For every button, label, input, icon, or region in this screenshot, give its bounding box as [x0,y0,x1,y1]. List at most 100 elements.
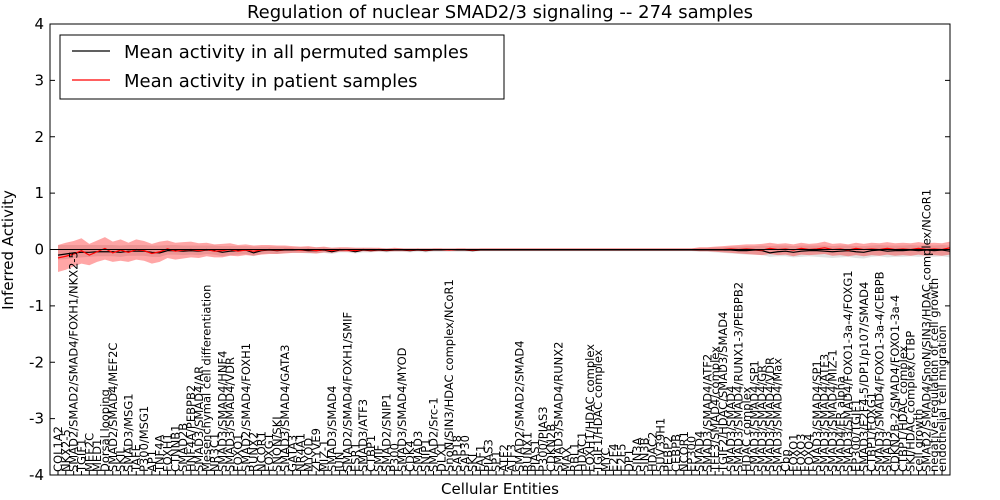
x-tick-label: SMAD3/SMAD4/GR [755,365,769,472]
x-tick-label: ZFYVE9 [309,428,323,472]
x-tick-label: DP1 [622,449,636,472]
x-tick-label: SMAD3/SMAD4/VDR [223,357,237,472]
x-tick-label: CDKN2B [544,424,558,472]
legend-label-patient: Mean activity in patient samples [124,71,418,92]
x-tick-label: SNON/SKI [270,416,284,472]
x-tick-label: SKIL [114,447,128,472]
x-tick-label: RUNX2 [247,432,261,472]
y-tick-label: -1 [29,297,44,315]
x-tick-label: SMAD2/SNIP1 [380,393,394,472]
x-tick-label: SMAD3/MSG1 [121,393,135,472]
x-tick-label: FOXO1 [231,434,245,472]
x-tick-label: SMAD3/SMAD4/GATA3 [278,345,292,472]
x-tick-label: FOXO1 [786,434,800,472]
x-axis-label: Cellular Entities [441,480,559,498]
x-tick-label: cell growth [912,409,926,472]
legend: Mean activity in all permuted samples Me… [59,34,505,100]
x-tick-label: SMAD3/SMAD4 [325,386,339,472]
x-tick-label: P300/PIAS3 [536,406,550,472]
x-tick-label: SMAD3 [411,431,425,472]
x-tick-label: SMAD3/SMAD4/RUNX1-3/PEBPB2 [732,282,746,472]
x-tick-label: TGIF1/HDAC complex [591,349,605,473]
y-tick-label: -3 [29,410,44,428]
x-tick-label: MAX [560,446,574,472]
x-tick-label: Mesenchymal cell differentiation [200,285,214,472]
x-tick-label: SMAD4/ER alpha [833,376,847,472]
x-tick-label: FOXO3 [794,434,808,472]
x-tick-label: SMAD3/SMAD4/MIZ-1 [825,349,839,472]
category-label-layer: COL1A2NKX2-5SMAD2/SMAD2/SMAD4/FOXH1/NKX2… [51,189,949,473]
x-tick-label: NCOR1 [254,431,268,472]
x-tick-label: SUV39H1 [653,418,667,472]
x-tick-label: E2F5 [614,443,628,472]
x-tick-label: SMAD2/Src-1 [427,397,441,472]
x-tick-label: PIAS1 [528,439,542,472]
x-tick-label: JUN [333,452,347,473]
y-tick-label: -4 [29,466,44,484]
x-tick-label: TFE3/SMAD4/complex [708,346,722,473]
y-tick-label: 3 [34,71,44,89]
x-tick-label: SAP18 [450,435,464,472]
x-tick-label: FOXH1/HDAC complex [583,344,597,472]
x-tick-label: SMAD2/SMAD4/FOXH1 [239,343,253,472]
x-tick-label: SMAD3/SMAD4/VDR [763,357,777,472]
x-tick-label: SMAD3/SMAD4/AR [192,366,206,472]
x-tick-label: P300 [387,443,401,472]
x-tick-label: Cbp [779,449,793,472]
chart-title: Regulation of nuclear SMAD2/3 signaling … [247,2,753,23]
x-tick-label: ATF2 [497,444,511,472]
x-tick-label: TAFE [129,444,143,473]
x-tick-label: FAF1 [473,445,487,472]
x-tick-label: SMIF [372,445,386,472]
x-tick-label: MIZ-1 [317,440,331,472]
x-tick-label: RBL1 [567,442,581,472]
x-tick-label: SMAD3/SMAD4/FOXO1-3a-4/FOXG1 [841,270,855,472]
x-tick-label: SnoN/SIN3/HDAC complex/NCoR1 [442,279,456,472]
x-tick-label: PEBP2 [661,436,675,472]
x-tick-label: NKX2-5 [59,429,73,472]
x-tick-label: CTBP1/FOXG1 [865,392,879,472]
x-tick-label: EP300 [685,436,699,472]
x-tick-label: SAP30 [458,435,472,472]
x-tick-label: TGIF1 [74,439,88,473]
x-tick-label: AP1 [145,450,159,472]
x-tick-label: NCOR1 [677,431,691,472]
y-tick-label: 0 [34,241,44,259]
x-tick-label: SMAD2/SMAD4/SnoN/SIN3/HDAC complex/NCoR1 [919,189,933,472]
x-tick-label: SNIP1 [419,438,433,472]
x-tick-label: MYOD [301,438,315,472]
x-tick-label: SIN3B [638,437,652,472]
x-tick-label: TGIF2/HDAC/SMAD3/SMAD4 [716,312,730,473]
x-tick-label: NR4A1 [294,433,308,472]
x-tick-label: PIAS3 [481,439,495,472]
y-tick-label: 4 [34,15,44,33]
x-tick-layer [57,471,943,475]
x-tick-label: CDK4 [403,440,417,472]
x-tick-label: CDKN2B-2/SMAD4/FOXO1-3a-4 [888,295,902,472]
x-tick-label: SMAD3/ATF3 [356,399,370,472]
x-tick-label: CTBP1 [364,435,378,472]
x-tick-label: EP300/TGIF1 [849,399,863,472]
x-tick-label: SMAD3/SMAD4/FOXO1-3a-4/CEBPB [872,271,886,472]
x-tick-label: DLX1 [434,442,448,472]
x-tick-label: E2F4 [606,443,620,472]
y-tick-label: 2 [34,128,44,146]
x-tick-label: CTBP1/HDAC complex [896,345,910,472]
x-tick-label: CTNNB1 [168,425,182,472]
x-tick-label: SMAD3/SMAD4/RUNX2 [552,342,566,472]
x-tick-label: HNF4A/PEBPB2 [184,385,198,472]
x-tick-label: SMAD3/SMAD4/SP1 [810,360,824,472]
x-tick-label: P300/MSG1 [137,406,151,472]
x-tick-label: Dorsal looping [98,389,112,472]
x-tick-label: SMAD2/SMAD2/SMAD4/FOXH1/NKX2-5 [67,251,81,472]
x-tick-label: MYC [599,448,613,472]
x-tick-label: SMAD3/SMAD4/ATF2 [700,354,714,472]
x-tick-label: SMAD4 [692,431,706,472]
x-tick-label: SMAD3/SMAD4/HNF4 [215,351,229,472]
x-tick-label: endothelial cell migration [935,325,949,472]
x-tick-label: COL1A2 [51,426,65,472]
x-tick-label: CEBPB [669,434,683,472]
confidence-band-patient [58,237,950,273]
x-tick-label: ESR1 [348,442,362,472]
